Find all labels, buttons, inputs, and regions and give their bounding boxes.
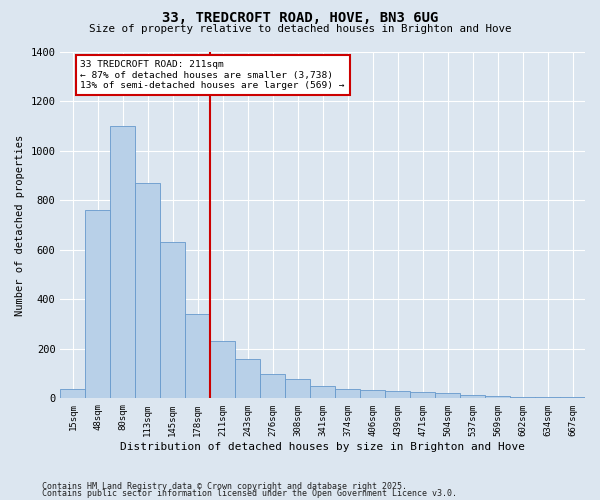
X-axis label: Distribution of detached houses by size in Brighton and Hove: Distribution of detached houses by size …	[120, 442, 525, 452]
Bar	[510, 397, 535, 398]
Bar	[260, 374, 285, 398]
Bar	[410, 392, 435, 398]
Bar	[61, 388, 85, 398]
Bar	[136, 183, 160, 398]
Text: Size of property relative to detached houses in Brighton and Hove: Size of property relative to detached ho…	[89, 24, 511, 34]
Text: Contains public sector information licensed under the Open Government Licence v3: Contains public sector information licen…	[42, 490, 457, 498]
Bar	[535, 397, 560, 398]
Bar	[210, 342, 235, 398]
Bar	[160, 242, 185, 398]
Text: 33 TREDCROFT ROAD: 211sqm
← 87% of detached houses are smaller (3,738)
13% of se: 33 TREDCROFT ROAD: 211sqm ← 87% of detac…	[80, 60, 345, 90]
Bar	[185, 314, 210, 398]
Bar	[435, 394, 460, 398]
Bar	[85, 210, 110, 398]
Text: Contains HM Land Registry data © Crown copyright and database right 2025.: Contains HM Land Registry data © Crown c…	[42, 482, 407, 491]
Bar	[460, 396, 485, 398]
Bar	[110, 126, 136, 398]
Bar	[310, 386, 335, 398]
Bar	[485, 396, 510, 398]
Text: 33, TREDCROFT ROAD, HOVE, BN3 6UG: 33, TREDCROFT ROAD, HOVE, BN3 6UG	[162, 11, 438, 25]
Bar	[335, 388, 360, 398]
Bar	[385, 391, 410, 398]
Bar	[360, 390, 385, 398]
Bar	[560, 397, 585, 398]
Bar	[285, 378, 310, 398]
Y-axis label: Number of detached properties: Number of detached properties	[15, 134, 25, 316]
Bar	[235, 359, 260, 399]
